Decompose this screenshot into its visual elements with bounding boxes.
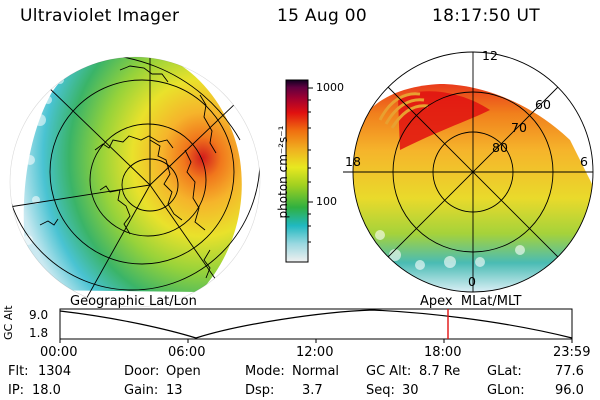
gain-label: Gain: — [124, 383, 159, 398]
color-scale-ticks — [308, 87, 313, 243]
mlat-label-70: 70 — [511, 120, 527, 135]
altitude-xtick: 12:00 — [296, 345, 334, 360]
colorbar-tick-100: 100 — [316, 195, 337, 208]
altitude-xtick: 00:00 — [40, 345, 78, 360]
seq-label: Seq: — [366, 383, 395, 398]
ip-value: 18.0 — [32, 383, 61, 398]
apex-grid — [343, 51, 594, 293]
ip-label: IP: — [8, 383, 25, 398]
flt-label: Flt: — [8, 364, 29, 379]
door-value: Open — [166, 364, 201, 379]
dsp-value: 3.7 — [302, 383, 323, 398]
altitude-ytick-low: 1.8 — [29, 326, 49, 340]
mlt-label-0: 0 — [468, 274, 476, 289]
mlt-label-18: 18 — [345, 154, 361, 169]
dsp-label: Dsp: — [245, 383, 275, 398]
colorbar-tick-1000: 1000 — [316, 81, 344, 94]
mlat-label-60: 60 — [535, 97, 551, 112]
apex-caption: Apex MLat/MLT — [420, 294, 522, 309]
altitude-xtick: 06:00 — [168, 345, 206, 360]
gcalt-label: GC Alt: — [366, 364, 412, 379]
flt-value: 1304 — [38, 364, 72, 379]
glat-label: GLat: — [487, 364, 522, 379]
color-scale-bar — [285, 79, 309, 263]
date-label: 15 Aug 00 — [277, 6, 367, 26]
mlt-label-6: 6 — [580, 154, 588, 169]
altitude-xtick: 18:00 — [424, 345, 462, 360]
altitude-xtick: 23:59 — [553, 345, 591, 360]
mlt-label-12: 12 — [482, 48, 498, 63]
geographic-image — [23, 57, 242, 292]
altitude-ylabel: GC Alt — [2, 305, 15, 340]
glon-value: 96.0 — [555, 383, 584, 398]
seq-value: 30 — [402, 383, 419, 398]
altitude-ytick-high: 9.0 — [29, 308, 49, 322]
door-label: Door: — [124, 364, 160, 379]
apex-image — [353, 84, 593, 292]
instrument-title: Ultraviolet Imager — [20, 6, 180, 26]
time-label: 18:17:50 UT — [432, 6, 540, 26]
geographic-grid — [10, 57, 260, 307]
geographic-caption: Geographic Lat/Lon — [70, 294, 197, 309]
gcalt-value: 8.7 Re — [419, 364, 461, 379]
mode-value: Normal — [292, 364, 340, 379]
glat-value: 77.6 — [555, 364, 584, 379]
glon-label: GLon: — [487, 383, 525, 398]
mlat-label-80: 80 — [492, 140, 508, 155]
gain-value: 13 — [166, 383, 183, 398]
mode-label: Mode: — [245, 364, 285, 379]
